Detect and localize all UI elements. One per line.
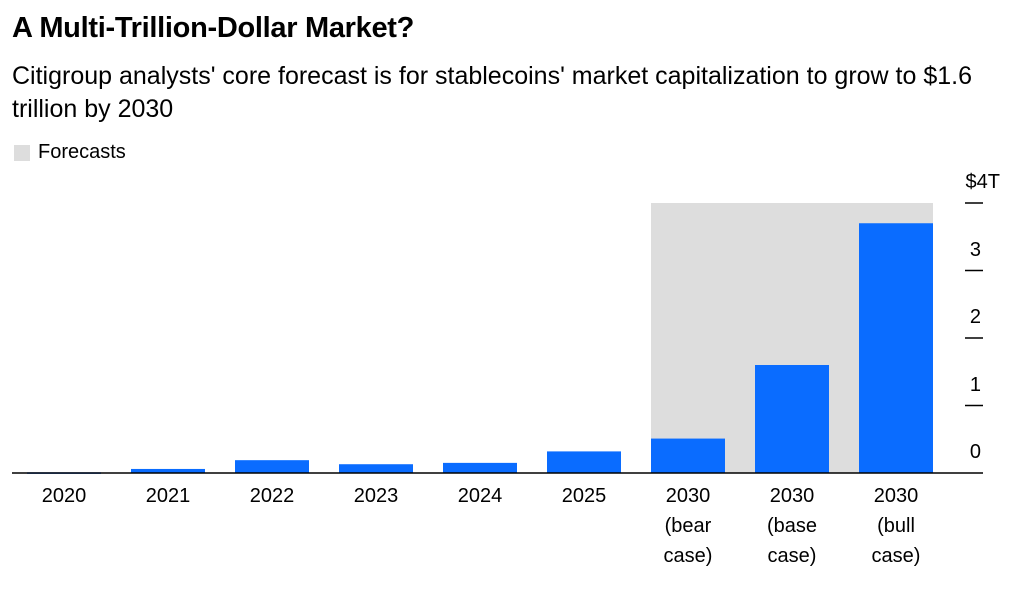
bar-3: [339, 464, 413, 473]
x-tick-label-line: 2021: [145, 485, 191, 507]
x-tick-label-8: 2030 (bull case): [841, 481, 951, 571]
x-tick-label-line: case): [663, 545, 713, 567]
x-tick-label-line: case): [871, 545, 921, 567]
legend-swatch-forecasts: [14, 144, 30, 161]
bar-5: [547, 451, 621, 473]
bar-4: [443, 462, 517, 473]
x-tick-label-0: 2020: [9, 481, 119, 511]
x-tick-label-line: 2020: [41, 485, 87, 507]
x-tick-label-line: 2030: [873, 485, 919, 507]
bar-7: [755, 365, 829, 473]
y-tick-label-0: 0: [969, 441, 981, 463]
legend: Forecasts: [14, 141, 126, 164]
bar-1: [131, 468, 205, 473]
chart-subtitle: Citigroup analysts' core forecast is for…: [12, 62, 972, 123]
x-tick-label-5: 2025: [529, 481, 639, 511]
x-tick-label-line: 2022: [249, 485, 295, 507]
legend-label-forecasts: Forecasts: [38, 141, 126, 163]
bar-6: [651, 438, 725, 473]
y-tick-label-4: $4T: [965, 171, 1000, 193]
x-tick-label-line: 2024: [457, 485, 503, 507]
y-tick-label-2: 2: [969, 306, 981, 328]
chart-title: A Multi-Trillion-Dollar Market?: [12, 12, 415, 44]
bar-8: [859, 223, 933, 473]
x-tick-label-6: 2030 (bear case): [633, 481, 743, 571]
x-tick-label-4: 2024: [425, 481, 535, 511]
x-tick-label-line: 2030: [769, 485, 815, 507]
x-tick-label-7: 2030 (base case): [737, 481, 847, 571]
x-tick-label-line: 2030: [665, 485, 711, 507]
x-tick-label-3: 2023: [321, 481, 431, 511]
x-tick-label-2: 2022: [217, 481, 327, 511]
x-tick-label-line: case): [767, 545, 817, 567]
y-tick-label-3: 3: [969, 238, 981, 261]
y-tick-label-1: 1: [969, 373, 981, 396]
x-tick-label-line: (bull: [877, 515, 915, 537]
bar-2: [235, 460, 309, 473]
x-tick-label-line: (bear: [664, 515, 712, 537]
x-tick-label-line: (base: [766, 515, 818, 537]
x-tick-label-line: 2023: [353, 485, 399, 507]
x-tick-label-line: 2025: [561, 485, 607, 507]
x-tick-label-1: 2021: [113, 481, 223, 511]
